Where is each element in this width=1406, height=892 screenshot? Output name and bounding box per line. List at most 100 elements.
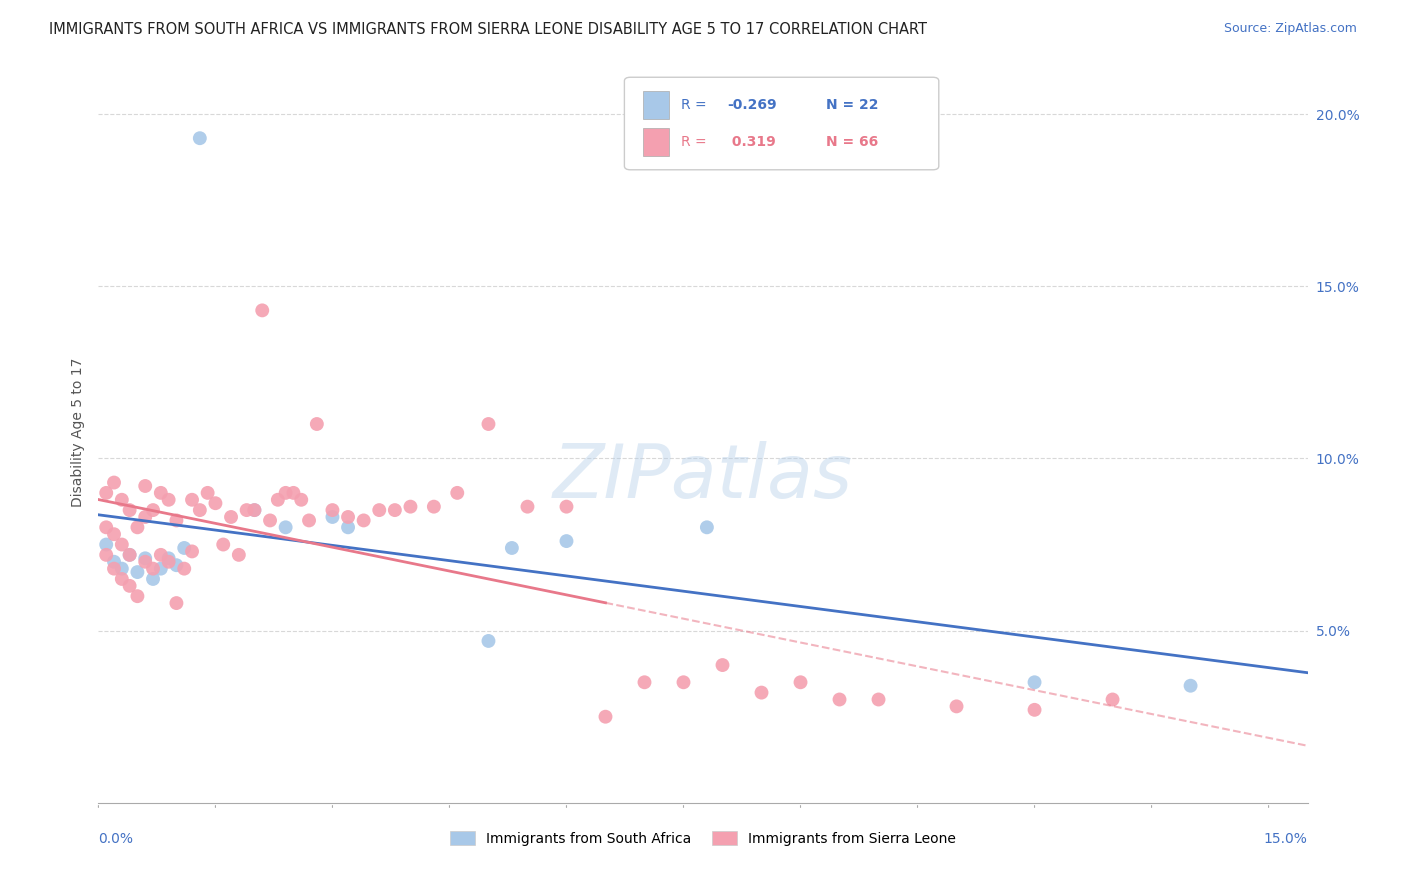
Point	[283, 486, 305, 500]
Point	[165, 513, 187, 527]
Point	[111, 572, 134, 586]
Point	[555, 534, 578, 549]
Legend: Immigrants from South Africa, Immigrants from Sierra Leone: Immigrants from South Africa, Immigrants…	[444, 826, 962, 851]
Point	[696, 520, 718, 534]
Point	[103, 527, 125, 541]
Point	[423, 500, 446, 514]
Point	[555, 500, 578, 514]
Point	[149, 548, 172, 562]
Point	[243, 503, 266, 517]
Point	[228, 548, 250, 562]
Point	[477, 417, 499, 431]
FancyBboxPatch shape	[643, 128, 669, 156]
Point	[1101, 692, 1123, 706]
Point	[103, 475, 125, 490]
Point	[337, 520, 360, 534]
Point	[181, 492, 204, 507]
Point	[173, 561, 195, 575]
Point	[134, 555, 156, 569]
Text: ZIPatlas: ZIPatlas	[553, 441, 853, 513]
Text: 0.0%: 0.0%	[98, 832, 134, 847]
Point	[134, 479, 156, 493]
Point	[103, 561, 125, 575]
Point	[134, 510, 156, 524]
Point	[321, 510, 343, 524]
Text: R =: R =	[682, 135, 716, 149]
Point	[188, 131, 211, 145]
Point	[96, 486, 118, 500]
Point	[1180, 679, 1202, 693]
Point	[399, 500, 422, 514]
Point	[127, 565, 149, 579]
Point	[142, 572, 165, 586]
Point	[274, 486, 297, 500]
Point	[672, 675, 695, 690]
Text: 0.319: 0.319	[727, 135, 776, 149]
Point	[298, 513, 321, 527]
Point	[789, 675, 811, 690]
FancyBboxPatch shape	[643, 91, 669, 119]
Text: IMMIGRANTS FROM SOUTH AFRICA VS IMMIGRANTS FROM SIERRA LEONE DISABILITY AGE 5 TO: IMMIGRANTS FROM SOUTH AFRICA VS IMMIGRAN…	[49, 22, 927, 37]
Point	[252, 303, 274, 318]
Point	[157, 492, 180, 507]
Point	[212, 537, 235, 551]
Point	[157, 555, 180, 569]
Point	[118, 548, 141, 562]
Point	[96, 548, 118, 562]
Text: 15.0%: 15.0%	[1264, 832, 1308, 847]
Point	[305, 417, 328, 431]
Point	[1024, 675, 1046, 690]
Point	[711, 658, 734, 673]
Point	[501, 541, 523, 555]
Point	[446, 486, 468, 500]
Point	[118, 579, 141, 593]
Point	[142, 503, 165, 517]
Point	[111, 561, 134, 575]
Point	[134, 551, 156, 566]
Point	[337, 510, 360, 524]
Point	[219, 510, 242, 524]
Point	[384, 503, 406, 517]
Point	[633, 675, 655, 690]
Point	[274, 520, 297, 534]
Point	[103, 555, 125, 569]
Point	[259, 513, 281, 527]
Point	[157, 551, 180, 566]
Point	[111, 492, 134, 507]
Point	[751, 685, 773, 699]
Text: -0.269: -0.269	[727, 97, 776, 112]
Y-axis label: Disability Age 5 to 17: Disability Age 5 to 17	[70, 358, 84, 508]
Point	[149, 486, 172, 500]
FancyBboxPatch shape	[624, 78, 939, 169]
Point	[197, 486, 219, 500]
Point	[118, 503, 141, 517]
Point	[321, 503, 343, 517]
Point	[368, 503, 391, 517]
Point	[165, 558, 187, 573]
Text: Source: ZipAtlas.com: Source: ZipAtlas.com	[1223, 22, 1357, 36]
Point	[1024, 703, 1046, 717]
Point	[243, 503, 266, 517]
Point	[828, 692, 851, 706]
Point	[235, 503, 257, 517]
Point	[204, 496, 226, 510]
Point	[181, 544, 204, 558]
Point	[353, 513, 375, 527]
Point	[267, 492, 290, 507]
Text: N = 66: N = 66	[827, 135, 879, 149]
Point	[111, 537, 134, 551]
Point	[149, 561, 172, 575]
Text: N = 22: N = 22	[827, 97, 879, 112]
Point	[173, 541, 195, 555]
Point	[127, 589, 149, 603]
Point	[165, 596, 187, 610]
Point	[945, 699, 967, 714]
Point	[290, 492, 312, 507]
Point	[595, 709, 617, 723]
Point	[868, 692, 890, 706]
Point	[96, 537, 118, 551]
Point	[127, 520, 149, 534]
Text: R =: R =	[682, 97, 711, 112]
Point	[142, 561, 165, 575]
Point	[96, 520, 118, 534]
